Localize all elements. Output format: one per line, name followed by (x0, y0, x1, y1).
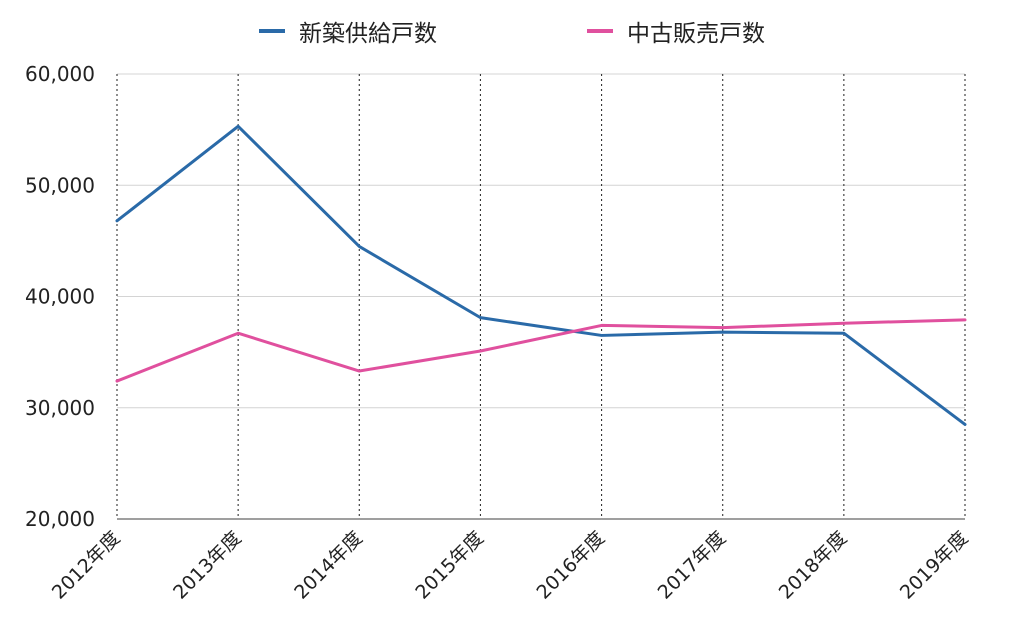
legend-label-new-supply: 新築供給戸数 (299, 21, 437, 47)
x-tick-label: 2014年度 (290, 527, 367, 604)
x-tick-label: 2019年度 (896, 527, 973, 604)
y-tick-label: 20,000 (25, 507, 95, 531)
legend: 新築供給戸数 中古販売戸数 (0, 14, 1024, 48)
legend-swatch-new-supply (259, 29, 285, 33)
x-tick-label: 2016年度 (532, 527, 609, 604)
series-line-new-supply (115, 124, 967, 426)
y-tick-label: 60,000 (25, 62, 95, 86)
x-tick-label: 2015年度 (411, 527, 488, 604)
legend-item-new-supply: 新築供給戸数 (259, 14, 437, 48)
legend-label-used-sales: 中古販売戸数 (627, 21, 765, 47)
y-tick-label: 30,000 (25, 396, 95, 420)
legend-item-used-sales: 中古販売戸数 (587, 14, 765, 48)
y-tick-label: 50,000 (25, 173, 95, 197)
series-line-used-sales (115, 318, 967, 383)
x-tick-label: 2013年度 (169, 527, 246, 604)
x-tick-label: 2017年度 (654, 527, 731, 604)
x-tick-label: 2018年度 (775, 527, 852, 604)
y-tick-label: 40,000 (25, 285, 95, 309)
legend-swatch-used-sales (587, 29, 613, 33)
x-tick-label: 2012年度 (48, 527, 125, 604)
